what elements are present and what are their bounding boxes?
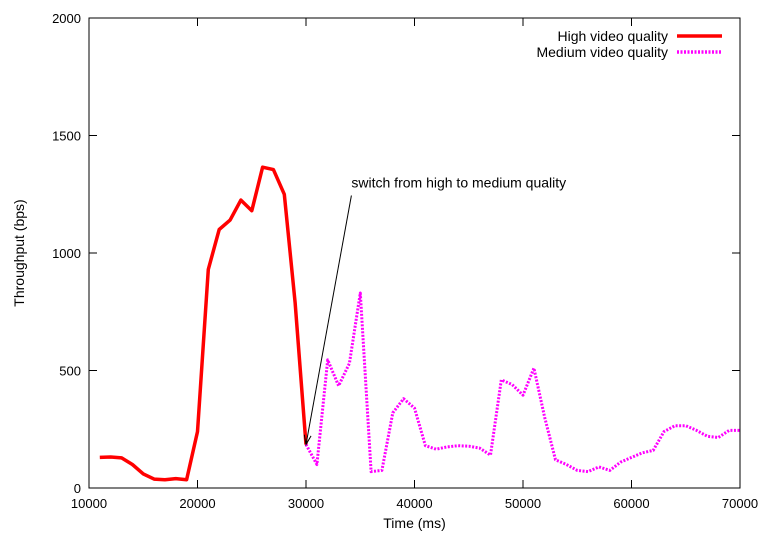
legend-label: Medium video quality bbox=[536, 44, 668, 60]
legend-label: High video quality bbox=[557, 28, 668, 44]
x-tick-label: 60000 bbox=[613, 496, 649, 511]
ticks-layer: 10000 20000 30000 40000 50000 60000 70000 0 500 1… bbox=[52, 11, 758, 511]
x-tick-label: 20000 bbox=[179, 496, 215, 511]
x-tick-label: 40000 bbox=[396, 496, 432, 511]
y-tick-label: 0 bbox=[74, 481, 81, 496]
x-tick-label: 70000 bbox=[722, 496, 758, 511]
y-tick-label: 2000 bbox=[52, 11, 81, 26]
y-tick-label: 1000 bbox=[52, 246, 81, 261]
x-tick-label: 10000 bbox=[71, 496, 107, 511]
plot-frame bbox=[88, 17, 741, 489]
y-tick-label: 500 bbox=[59, 364, 81, 379]
x-tick-label: 30000 bbox=[288, 496, 324, 511]
annotation-arrow bbox=[305, 195, 352, 445]
x-tick-label: 50000 bbox=[505, 496, 541, 511]
x-axis-label: Time (ms) bbox=[383, 515, 445, 531]
series-line-high-quality bbox=[99, 165, 308, 482]
y-tick-label: 1500 bbox=[52, 129, 81, 144]
series-layer bbox=[99, 165, 740, 482]
series-line-medium-quality bbox=[304, 291, 740, 474]
y-axis-label: Throughput (bps) bbox=[11, 199, 27, 306]
annotation-layer: switch from high to medium quality bbox=[303, 175, 566, 446]
annotation-text: switch from high to medium quality bbox=[351, 175, 566, 191]
annotation-arrowhead bbox=[303, 434, 312, 446]
